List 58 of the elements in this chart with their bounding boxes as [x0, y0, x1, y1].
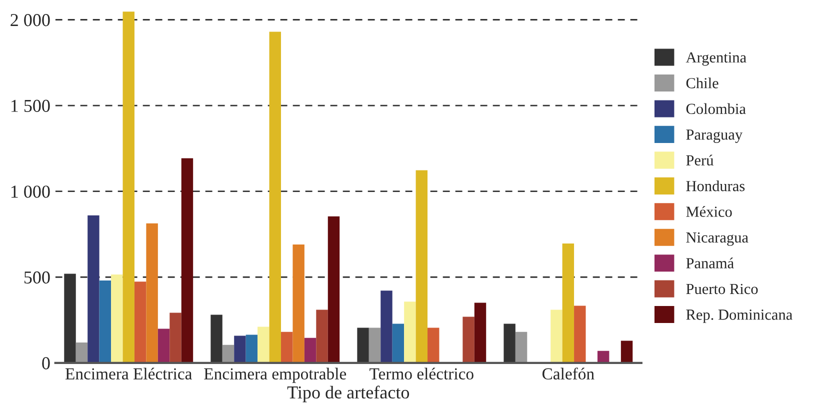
bar [258, 326, 270, 363]
x-tick-label: Calefón [542, 368, 594, 380]
y-tick-label: 2 000 [10, 14, 50, 26]
bar [269, 32, 281, 363]
bar [99, 280, 112, 363]
legend-label: Puerto Rico [686, 284, 758, 294]
bar [474, 302, 486, 363]
bar [181, 158, 194, 363]
x-tick-label: Termo eléctrico [370, 368, 474, 380]
legend-label: Honduras [686, 180, 745, 192]
bar [88, 215, 100, 363]
bar [111, 274, 123, 363]
y-tick-label: 1 500 [11, 100, 50, 112]
bar [416, 170, 428, 363]
bar [304, 338, 316, 363]
y-tick-label: 500 [24, 271, 50, 284]
bar [170, 312, 182, 363]
bar [574, 306, 586, 363]
legend-label: México [686, 206, 732, 217]
bar [76, 342, 88, 363]
bar [357, 328, 369, 363]
bar [620, 340, 633, 363]
legend-label: Rep. Dominicana [686, 310, 792, 323]
legend-label: Perú [686, 154, 714, 166]
bar [428, 328, 440, 363]
y-tick-label: 0 [42, 357, 50, 370]
legend-label: Panamá [686, 258, 734, 268]
bar [316, 310, 328, 363]
bar [380, 290, 392, 363]
bar [222, 344, 234, 363]
bar [404, 302, 416, 363]
bar [504, 324, 516, 363]
y-tick-label: 1 000 [11, 186, 50, 198]
bar [368, 328, 381, 363]
bar [292, 244, 304, 363]
bar [158, 328, 170, 363]
bar [146, 223, 158, 363]
x-tick-label: Encimera Eléctrica [65, 368, 192, 380]
bar [562, 243, 574, 363]
bar [234, 336, 246, 363]
bar [392, 324, 404, 363]
bar [462, 316, 474, 363]
legend-label: Nicaragua [686, 232, 748, 246]
bar [210, 314, 222, 363]
bar [134, 282, 146, 363]
legend-label: Paraguay [686, 130, 743, 143]
bar [246, 334, 258, 363]
legend-label: Chile [686, 78, 718, 88]
legend-label: Argentina [686, 52, 746, 66]
bar [550, 310, 562, 363]
bar [328, 216, 340, 363]
bar [597, 350, 610, 363]
bar [515, 332, 528, 363]
legend-label: Colombia [686, 103, 746, 114]
x-tick-label: Encimera empotrable [204, 368, 346, 383]
bar [122, 12, 134, 363]
bar [280, 332, 293, 363]
x-axis-title: Tipo de artefacto [287, 386, 410, 402]
